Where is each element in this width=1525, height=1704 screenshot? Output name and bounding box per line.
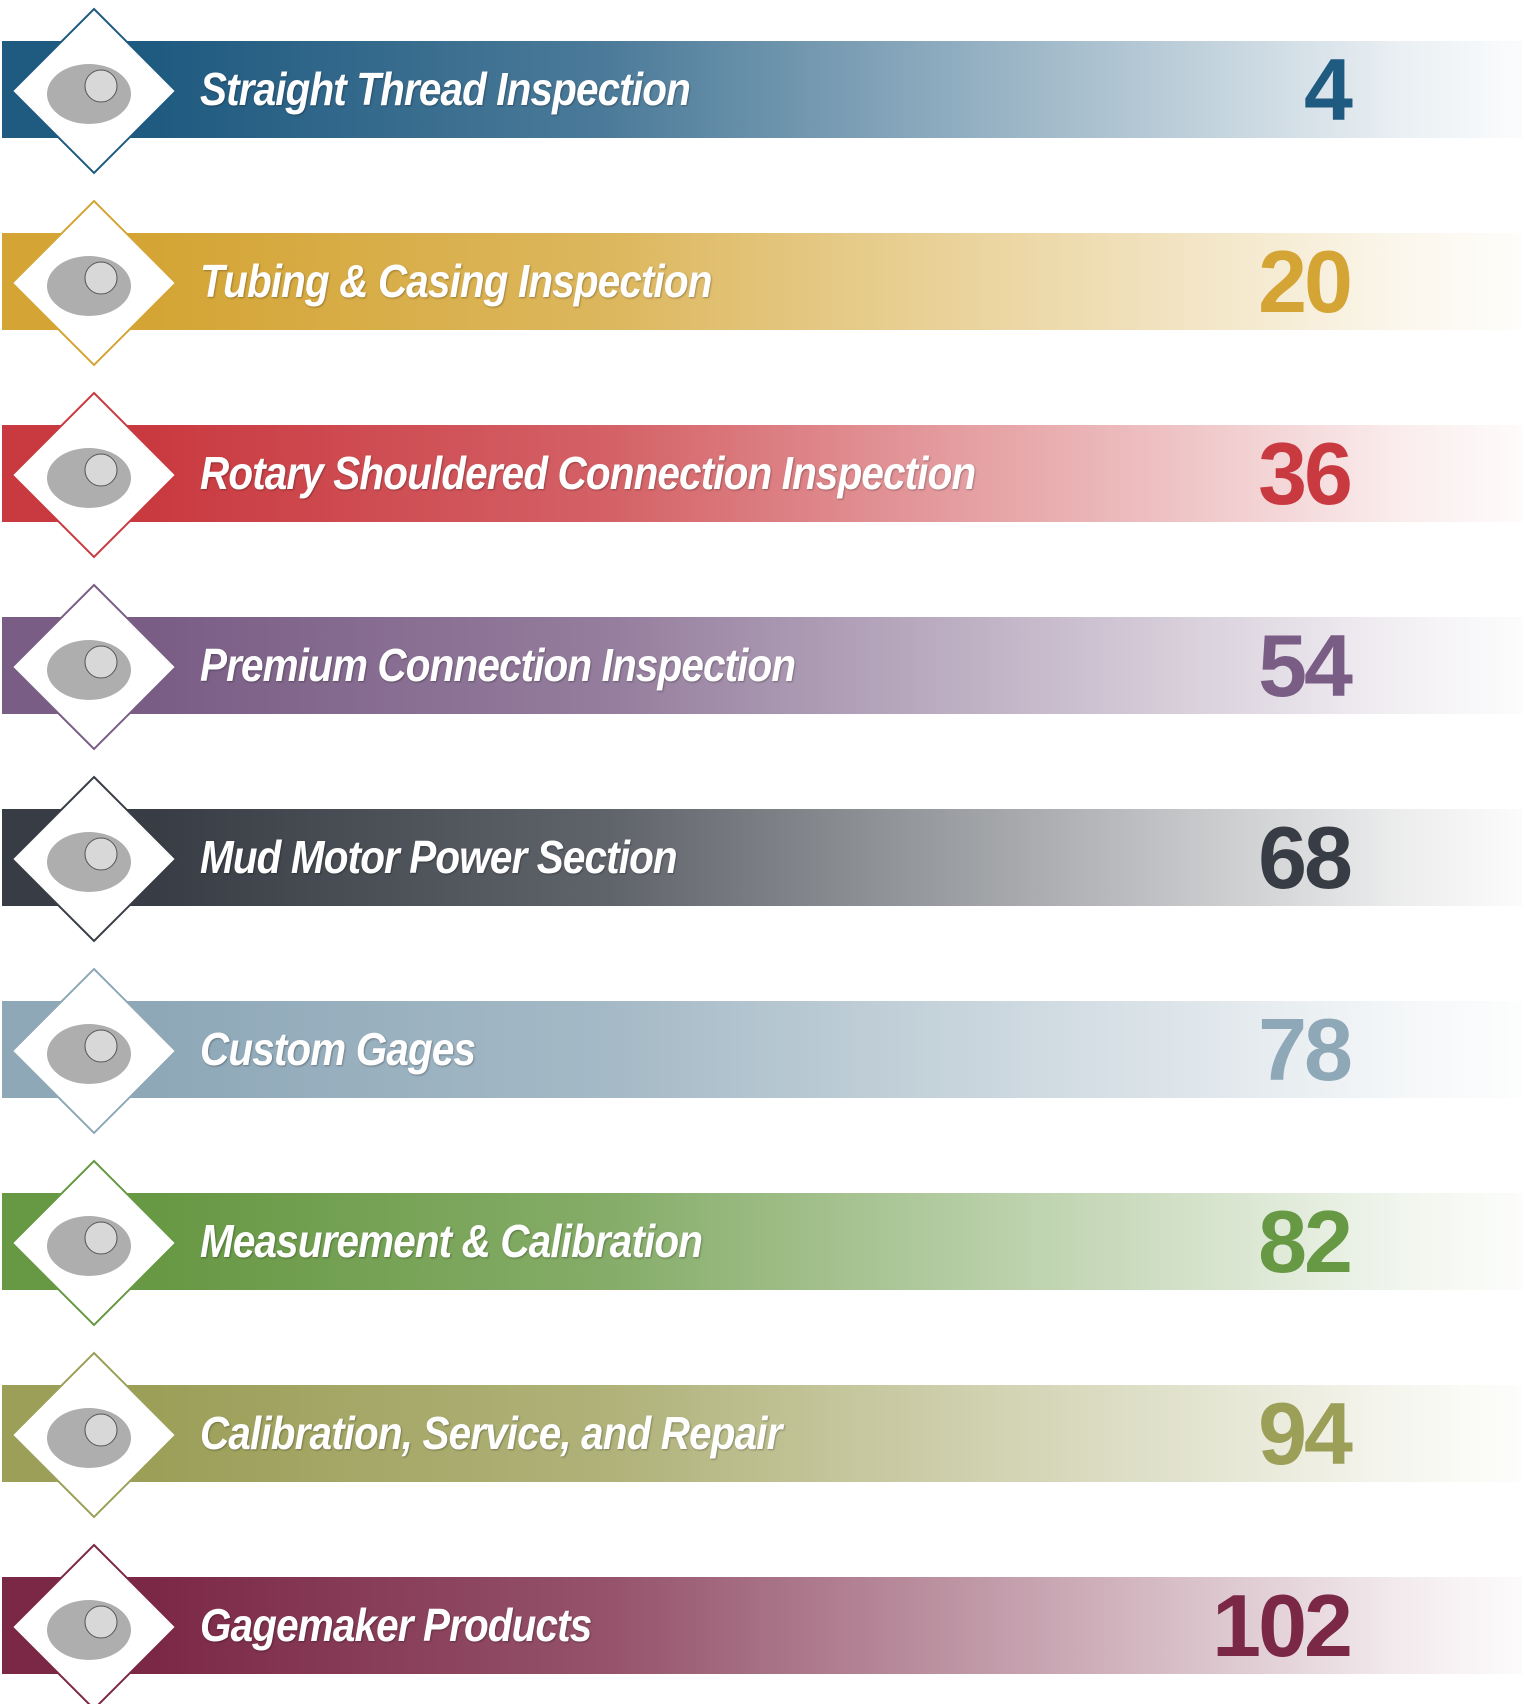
icon-diamond [9, 1350, 179, 1520]
product-photo-detail [85, 838, 117, 870]
product-photo-detail [85, 1030, 117, 1062]
icon-diamond [9, 582, 179, 752]
page-number: 102 [1212, 1577, 1350, 1674]
toc-row: Premium Connection Inspection 54 [0, 580, 1525, 750]
section-title: Mud Motor Power Section [200, 809, 677, 906]
icon-diamond [9, 966, 179, 1136]
product-photo-detail [85, 646, 117, 678]
section-title: Measurement & Calibration [200, 1193, 702, 1290]
toc-row: Measurement & Calibration 82 [0, 1156, 1525, 1326]
toc-row: Rotary Shouldered Connection Inspection 3… [0, 388, 1525, 558]
icon-diamond [9, 6, 179, 176]
icon-diamond [9, 774, 179, 944]
page-number: 36 [1258, 425, 1350, 522]
toc-row: Straight Thread Inspection 4 [0, 4, 1525, 174]
icon-diamond [9, 390, 179, 560]
product-photo-detail [85, 70, 117, 102]
icon-diamond [9, 1158, 179, 1328]
section-title: Straight Thread Inspection [200, 41, 690, 138]
page-number: 82 [1258, 1193, 1350, 1290]
section-title: Tubing & Casing Inspection [200, 233, 712, 330]
product-photo-detail [85, 262, 117, 294]
table-of-contents: Straight Thread Inspection 4 Tubing & Casi… [0, 0, 1525, 1704]
icon-diamond [9, 1542, 179, 1704]
page-number: 20 [1258, 233, 1350, 330]
toc-row: Mud Motor Power Section 68 [0, 772, 1525, 942]
icon-diamond [9, 198, 179, 368]
section-title: Rotary Shouldered Connection Inspection [200, 425, 975, 522]
section-title: Premium Connection Inspection [200, 617, 795, 714]
page-number: 54 [1258, 617, 1350, 714]
page-number: 94 [1258, 1385, 1350, 1482]
product-photo-detail [85, 1606, 117, 1638]
product-photo-detail [85, 454, 117, 486]
section-title: Calibration, Service, and Repair [200, 1385, 782, 1482]
page-number: 78 [1258, 1001, 1350, 1098]
product-photo-detail [85, 1414, 117, 1446]
page-number: 68 [1258, 809, 1350, 906]
toc-row: Gagemaker Products 102 [0, 1540, 1525, 1704]
page-number: 4 [1304, 41, 1350, 138]
toc-row: Calibration, Service, and Repair 94 [0, 1348, 1525, 1518]
section-title: Gagemaker Products [200, 1577, 591, 1674]
section-title: Custom Gages [200, 1001, 475, 1098]
product-photo-detail [85, 1222, 117, 1254]
toc-row: Tubing & Casing Inspection 20 [0, 196, 1525, 366]
toc-row: Custom Gages 78 [0, 964, 1525, 1134]
